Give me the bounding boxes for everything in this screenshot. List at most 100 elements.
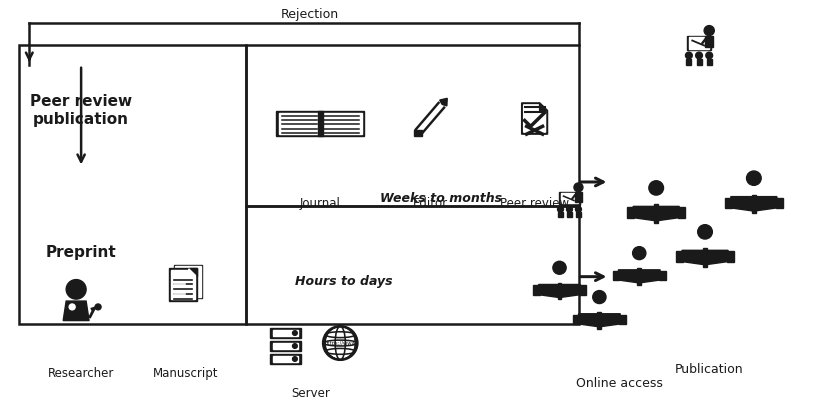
Circle shape bbox=[696, 52, 702, 59]
Bar bbox=[273, 343, 298, 349]
Circle shape bbox=[649, 181, 663, 195]
Bar bbox=[271, 328, 300, 338]
Bar bbox=[573, 315, 579, 324]
Polygon shape bbox=[579, 314, 598, 327]
Circle shape bbox=[686, 52, 692, 59]
Bar bbox=[246, 206, 579, 324]
Text: https://www: https://www bbox=[325, 341, 356, 345]
Text: Online access: Online access bbox=[576, 377, 662, 390]
Text: Rejection: Rejection bbox=[281, 8, 339, 21]
Polygon shape bbox=[618, 270, 638, 283]
Bar bbox=[171, 270, 195, 299]
Bar bbox=[533, 285, 540, 295]
Circle shape bbox=[66, 280, 86, 299]
Bar bbox=[579, 285, 586, 295]
Polygon shape bbox=[731, 197, 753, 211]
Circle shape bbox=[574, 183, 583, 192]
Bar bbox=[574, 192, 582, 202]
Bar bbox=[539, 285, 559, 289]
Bar bbox=[560, 193, 579, 204]
Bar bbox=[776, 197, 784, 208]
Polygon shape bbox=[706, 250, 728, 265]
Bar bbox=[279, 113, 318, 134]
Bar bbox=[654, 204, 658, 223]
Text: Manuscript: Manuscript bbox=[153, 368, 218, 380]
Circle shape bbox=[292, 344, 297, 348]
Bar bbox=[579, 315, 598, 318]
Bar bbox=[271, 341, 300, 351]
Bar bbox=[173, 265, 202, 298]
Polygon shape bbox=[440, 98, 447, 106]
Bar bbox=[706, 59, 712, 64]
Bar bbox=[633, 208, 655, 212]
Polygon shape bbox=[682, 250, 704, 265]
Polygon shape bbox=[188, 269, 196, 276]
Polygon shape bbox=[521, 103, 548, 134]
Bar bbox=[676, 251, 683, 262]
Bar bbox=[175, 266, 201, 297]
Bar bbox=[687, 35, 711, 50]
Bar bbox=[657, 208, 679, 212]
Bar bbox=[559, 192, 580, 205]
Circle shape bbox=[593, 291, 606, 303]
Polygon shape bbox=[524, 105, 545, 132]
Text: Researcher: Researcher bbox=[48, 368, 115, 380]
Bar bbox=[618, 271, 638, 274]
Polygon shape bbox=[63, 301, 89, 320]
Polygon shape bbox=[188, 268, 197, 276]
Bar bbox=[637, 268, 641, 285]
Bar bbox=[640, 271, 660, 274]
Text: Preprint: Preprint bbox=[46, 245, 116, 260]
Text: Publication: Publication bbox=[675, 363, 744, 376]
Bar bbox=[414, 130, 422, 136]
Bar bbox=[320, 110, 364, 136]
Bar bbox=[706, 251, 728, 256]
Bar bbox=[613, 271, 619, 280]
Bar bbox=[273, 356, 298, 362]
Circle shape bbox=[746, 171, 761, 185]
Polygon shape bbox=[657, 206, 679, 221]
Bar bbox=[246, 45, 579, 206]
Bar bbox=[318, 110, 323, 136]
Circle shape bbox=[704, 26, 715, 35]
Bar bbox=[725, 197, 732, 208]
Text: Hours to days: Hours to days bbox=[295, 275, 393, 288]
Circle shape bbox=[323, 326, 357, 360]
Bar bbox=[703, 248, 707, 267]
Circle shape bbox=[95, 304, 101, 310]
Text: Server: Server bbox=[290, 387, 330, 400]
Circle shape bbox=[575, 206, 582, 212]
Text: Journal: Journal bbox=[300, 197, 341, 210]
Bar bbox=[752, 195, 756, 213]
Circle shape bbox=[567, 206, 573, 212]
Circle shape bbox=[69, 304, 76, 310]
Bar bbox=[686, 59, 691, 64]
Text: Weeks to months: Weeks to months bbox=[380, 192, 502, 205]
Polygon shape bbox=[540, 103, 548, 111]
Bar bbox=[619, 315, 626, 324]
Bar bbox=[271, 354, 300, 364]
Text: Peer review
publication: Peer review publication bbox=[30, 94, 132, 127]
Bar bbox=[627, 208, 634, 218]
Bar bbox=[682, 251, 704, 256]
Bar bbox=[755, 197, 777, 202]
Text: Editor: Editor bbox=[413, 197, 447, 210]
Polygon shape bbox=[640, 270, 660, 283]
Bar bbox=[678, 208, 686, 218]
Bar bbox=[659, 271, 666, 280]
Polygon shape bbox=[755, 197, 777, 211]
Bar bbox=[731, 197, 753, 202]
Text: Peer review: Peer review bbox=[500, 197, 569, 210]
Bar bbox=[19, 45, 246, 324]
Bar bbox=[273, 330, 298, 336]
Bar bbox=[559, 212, 563, 217]
Bar bbox=[598, 312, 601, 328]
Bar bbox=[558, 283, 561, 299]
Bar bbox=[600, 315, 620, 318]
Circle shape bbox=[292, 357, 297, 361]
Polygon shape bbox=[600, 314, 620, 327]
Bar bbox=[576, 212, 581, 217]
Polygon shape bbox=[539, 285, 559, 297]
Bar bbox=[696, 59, 701, 64]
Bar bbox=[168, 268, 197, 301]
